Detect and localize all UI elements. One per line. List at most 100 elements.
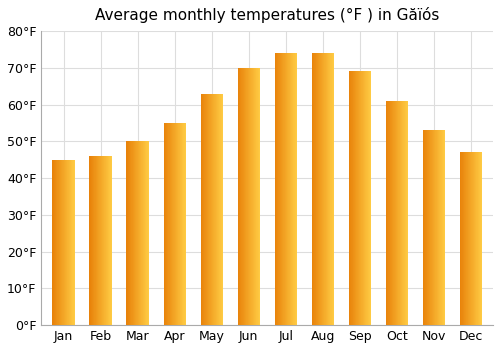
Bar [167,123,168,325]
Bar [461,152,462,325]
Bar [275,53,276,325]
Bar [248,68,249,325]
Bar [240,68,241,325]
Bar [250,68,251,325]
Bar [438,130,439,325]
Bar [202,93,203,325]
Bar [425,130,426,325]
Bar [479,152,480,325]
Bar [177,123,178,325]
Bar [58,160,59,325]
Bar [430,130,431,325]
Bar [243,68,244,325]
Bar [242,68,243,325]
Bar [406,101,407,325]
Bar [128,141,129,325]
Bar [90,156,91,325]
Bar [64,160,65,325]
Bar [256,68,257,325]
Bar [278,53,279,325]
Bar [255,68,256,325]
Bar [55,160,56,325]
Bar [169,123,170,325]
Bar [253,68,254,325]
Bar [476,152,477,325]
Bar [210,93,211,325]
Bar [480,152,481,325]
Bar [477,152,478,325]
Bar [138,141,139,325]
Bar [396,101,397,325]
Bar [53,160,54,325]
Bar [180,123,182,325]
Bar [100,156,101,325]
Bar [405,101,406,325]
Bar [140,141,141,325]
Bar [426,130,427,325]
Bar [258,68,259,325]
Bar [105,156,106,325]
Bar [174,123,175,325]
Bar [432,130,434,325]
Bar [360,71,361,325]
Bar [348,71,349,325]
Bar [104,156,105,325]
Bar [442,130,444,325]
Bar [434,130,435,325]
Bar [352,71,353,325]
Bar [324,53,325,325]
Bar [394,101,395,325]
Bar [427,130,428,325]
Bar [369,71,370,325]
Bar [363,71,364,325]
Bar [312,53,314,325]
Bar [94,156,95,325]
Bar [353,71,354,325]
Bar [320,53,321,325]
Bar [276,53,277,325]
Bar [357,71,358,325]
Bar [469,152,470,325]
Bar [318,53,319,325]
Bar [249,68,250,325]
Bar [401,101,402,325]
Bar [62,160,63,325]
Bar [319,53,320,325]
Bar [277,53,278,325]
Bar [68,160,69,325]
Bar [252,68,253,325]
Bar [279,53,280,325]
Bar [106,156,107,325]
Bar [464,152,466,325]
Bar [349,71,350,325]
Bar [170,123,172,325]
Bar [69,160,70,325]
Bar [215,93,216,325]
Bar [254,68,255,325]
Bar [361,71,362,325]
Bar [54,160,55,325]
Bar [204,93,205,325]
Bar [259,68,260,325]
Bar [289,53,290,325]
Bar [402,101,403,325]
Bar [164,123,165,325]
Bar [467,152,468,325]
Bar [387,101,388,325]
Bar [59,160,60,325]
Bar [176,123,177,325]
Bar [462,152,463,325]
Bar [127,141,128,325]
Bar [142,141,143,325]
Bar [221,93,222,325]
Bar [329,53,330,325]
Bar [388,101,389,325]
Bar [367,71,368,325]
Bar [327,53,328,325]
Bar [354,71,355,325]
Bar [72,160,73,325]
Bar [393,101,394,325]
Bar [219,93,220,325]
Bar [390,101,391,325]
Bar [136,141,137,325]
